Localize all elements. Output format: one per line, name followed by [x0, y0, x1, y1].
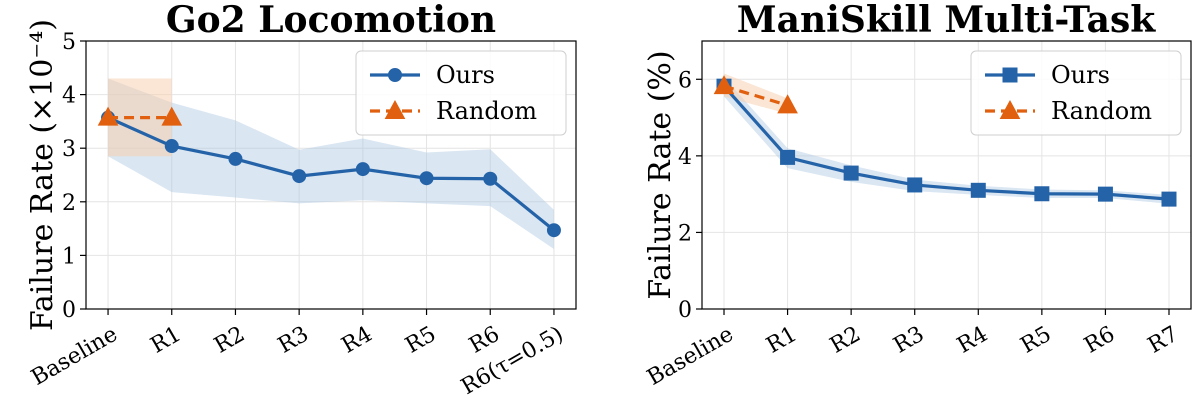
legend-marker-ours — [1002, 67, 1018, 83]
data-point-ours — [1097, 186, 1113, 202]
data-point-ours — [419, 171, 434, 186]
data-point-ours — [546, 223, 561, 238]
y-axis-label: Failure Rate (×10⁻⁴) — [25, 19, 60, 331]
x-tick-label: R4 — [953, 322, 992, 359]
x-tick-label: R5 — [401, 322, 440, 359]
x-tick-label: R4 — [338, 322, 377, 359]
maniskill-multitask-chart: 0 2 4 6 Baseline R1 R2 R3 R4 R5 R6 R7 ManiSkill Mult… — [643, 0, 1192, 391]
legend-label-random: Random — [1051, 97, 1152, 125]
y-tick-label: 1 — [62, 244, 76, 269]
x-tick-label: Baseline — [27, 322, 122, 391]
confidence-band-ours — [108, 78, 554, 249]
legend-marker-random — [384, 99, 406, 119]
series-line-ours — [722, 85, 1170, 201]
data-point-ours — [355, 162, 370, 177]
series-line-ours — [107, 116, 555, 232]
data-point-random — [97, 106, 119, 126]
data-point-ours — [1161, 191, 1177, 207]
data-point-ours — [780, 149, 796, 165]
y-tick-label: 2 — [678, 221, 692, 246]
data-point-ours — [843, 165, 859, 181]
chart-title: Go2 Locomotion — [166, 0, 496, 41]
x-tick-label: R6 — [1080, 322, 1119, 359]
y-tick-label: 5 — [62, 30, 76, 55]
legend-box — [970, 50, 1182, 136]
data-point-ours — [164, 139, 179, 154]
x-tick-label: R3 — [890, 322, 929, 359]
legend-box — [355, 50, 567, 136]
x-tick-label: R1 — [762, 322, 801, 359]
legend: Ours Random — [970, 50, 1182, 136]
x-tick-label: Baseline — [643, 322, 738, 391]
y-tick-label: 4 — [678, 145, 692, 170]
plot-frame — [85, 40, 577, 310]
data-point-ours — [483, 171, 498, 186]
x-tick-label: R3 — [274, 322, 313, 359]
series-line-random — [723, 84, 789, 107]
data-point-ours — [970, 182, 986, 198]
y-tick-label: 0 — [62, 298, 76, 323]
legend-label-ours: Ours — [436, 61, 495, 89]
data-point-random — [161, 106, 183, 126]
x-tick-label: R7 — [1144, 322, 1183, 359]
data-point-ours — [907, 177, 923, 193]
plot-frame — [701, 40, 1192, 310]
data-point-random — [713, 75, 735, 95]
y-tick-label: 0 — [678, 298, 692, 323]
confidence-band-random — [724, 73, 788, 114]
y-tick-label: 2 — [62, 191, 76, 216]
x-tick-label: R2 — [210, 322, 249, 359]
confidence-band-random — [108, 78, 172, 157]
data-point-ours — [292, 169, 307, 184]
y-tick-label: 3 — [62, 137, 76, 162]
legend-marker-random — [999, 99, 1021, 119]
confidence-band-ours — [724, 77, 1169, 204]
data-point-random — [777, 94, 798, 114]
x-tick-label: R1 — [147, 322, 186, 359]
data-point-ours — [1034, 186, 1050, 202]
chart-title: ManiSkill Multi-Task — [737, 0, 1156, 41]
data-point-ours — [228, 151, 243, 166]
y-axis-label: Failure Rate (%) — [643, 50, 678, 299]
legend-label-random: Random — [436, 97, 537, 125]
x-tick-label: R5 — [1017, 322, 1056, 359]
legend-label-ours: Ours — [1051, 61, 1110, 89]
y-tick-label: 6 — [678, 68, 692, 93]
x-tick-label: R6 — [465, 322, 504, 359]
legend: Ours Random — [355, 50, 567, 136]
y-tick-label: 4 — [62, 84, 76, 109]
x-tick-label: R2 — [826, 322, 865, 359]
legend-marker-ours — [388, 68, 402, 82]
